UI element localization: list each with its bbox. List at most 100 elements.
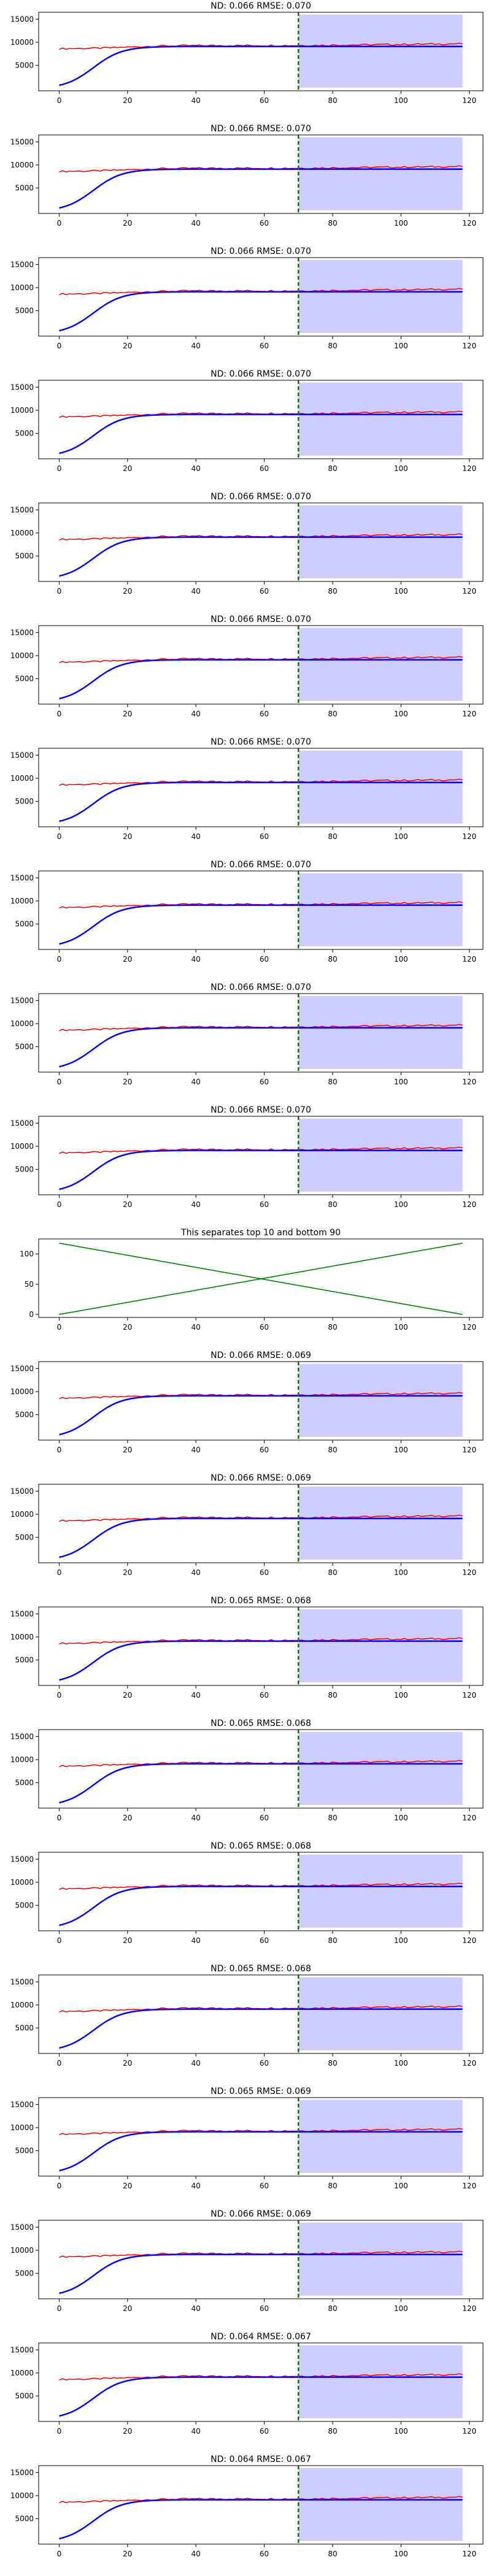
chart-panel-5: ND: 0.066 RMSE: 0.070 0 20 40 60 80 100 120 5000…: [10, 492, 484, 596]
x-tick-label: 60: [260, 1691, 269, 1700]
x-tick-label: 40: [191, 2059, 201, 2068]
x-tick-label: 80: [328, 1936, 337, 1945]
x-tick-label: 60: [260, 2550, 269, 2558]
x-tick-label: 100: [394, 587, 408, 596]
series-line-2: [59, 168, 463, 209]
x-tick-label: 120: [462, 342, 476, 350]
x-tick-label: 20: [123, 219, 132, 228]
x-tick-label: 40: [191, 2427, 201, 2436]
x-tick-label: 0: [57, 2059, 62, 2068]
chart-panel-10: ND: 0.066 RMSE: 0.070 0 20 40 60 80 100 120 5000…: [10, 1105, 484, 1209]
y-tick-label: 10000: [10, 774, 34, 783]
chart-panel-3: ND: 0.066 RMSE: 0.070 0 20 40 60 80 100 120 5000…: [10, 247, 484, 350]
chart-title: ND: 0.065 RMSE: 0.068: [211, 1596, 311, 1606]
chart-title: ND: 0.066 RMSE: 0.070: [211, 737, 311, 747]
plot-frame: [38, 748, 484, 827]
chart-panel-14: ND: 0.065 RMSE: 0.068 0 20 40 60 80 100 120 5000…: [10, 1596, 484, 1700]
chart-title: ND: 0.066 RMSE: 0.070: [211, 1105, 311, 1115]
x-tick-label: 0: [57, 955, 62, 964]
plot-frame: [38, 2465, 484, 2545]
x-tick-label: 80: [328, 1078, 337, 1086]
y-tick-label: 5000: [15, 1779, 34, 1787]
series-line-2: [59, 1640, 463, 1681]
x-tick-label: 120: [462, 1568, 476, 1577]
x-tick-label: 60: [260, 1200, 269, 1209]
y-tick-label: 15000: [10, 505, 34, 514]
x-tick-label: 100: [394, 219, 408, 228]
plot-frame: [38, 1484, 484, 1563]
x-tick-label: 60: [260, 219, 269, 228]
shaded-forecast-region: [298, 382, 463, 456]
x-tick-label: 20: [123, 1568, 132, 1577]
plot-frame: [38, 1361, 484, 1441]
series-line-2: [59, 2008, 463, 2049]
y-tick-label: 10000: [10, 2246, 34, 2255]
x-tick-label: 20: [123, 587, 132, 596]
x-tick-label: 120: [462, 96, 476, 105]
y-tick-label: 5000: [15, 184, 34, 193]
y-tick-label: 5000: [15, 797, 34, 806]
x-tick-label: 120: [462, 955, 476, 964]
x-tick-label: 0: [57, 96, 62, 105]
x-tick-label: 80: [328, 1446, 337, 1454]
x-tick-label: 20: [123, 1814, 132, 1822]
x-tick-label: 0: [57, 2427, 62, 2436]
shaded-forecast-region: [298, 2467, 463, 2541]
chart-title: ND: 0.066 RMSE: 0.070: [211, 860, 311, 870]
y-tick-label: 10000: [10, 38, 34, 47]
x-tick-label: 100: [394, 1691, 408, 1700]
y-tick-label: 15000: [10, 15, 34, 23]
x-tick-label: 80: [328, 96, 337, 105]
x-tick-label: 20: [123, 1691, 132, 1700]
y-tick-label: 50: [25, 1280, 34, 1289]
y-tick-label: 10000: [10, 1019, 34, 1028]
x-tick-label: 120: [462, 1446, 476, 1454]
x-tick-label: 80: [328, 1691, 337, 1700]
chart-panel-11: This separates top 10 and bottom 90 0 20 40…: [20, 1228, 484, 1332]
y-tick-label: 15000: [10, 1855, 34, 1863]
x-tick-label: 120: [462, 1200, 476, 1209]
shaded-forecast-region: [298, 2345, 463, 2418]
y-tick-label: 10000: [10, 2001, 34, 2009]
chart-title: ND: 0.066 RMSE: 0.070: [211, 1, 311, 11]
y-tick-label: 15000: [10, 751, 34, 759]
chart-title: This separates top 10 and bottom 90: [180, 1228, 341, 1238]
x-tick-label: 100: [394, 955, 408, 964]
y-tick-label: 5000: [15, 1043, 34, 1051]
x-tick-label: 120: [462, 2059, 476, 2068]
x-tick-label: 20: [123, 2550, 132, 2558]
y-tick-label: 10000: [10, 1878, 34, 1887]
x-tick-label: 0: [57, 1200, 62, 1209]
y-tick-label: 15000: [10, 1732, 34, 1741]
x-tick-label: 20: [123, 1200, 132, 1209]
chart-panel-18: ND: 0.065 RMSE: 0.069 0 20 40 60 80 100 120 5000…: [10, 2087, 484, 2190]
shaded-forecast-region: [298, 1731, 463, 1805]
x-tick-label: 40: [191, 1814, 201, 1822]
x-tick-label: 100: [394, 1936, 408, 1945]
chart-title: ND: 0.066 RMSE: 0.070: [211, 492, 311, 502]
plot-frame: [38, 257, 484, 337]
shaded-forecast-region: [298, 2222, 463, 2296]
x-tick-label: 100: [394, 96, 408, 105]
y-tick-label: 5000: [15, 675, 34, 683]
shaded-forecast-region: [298, 750, 463, 824]
shaded-forecast-region: [298, 14, 463, 88]
series-line-2: [59, 1763, 463, 1804]
y-tick-label: 5000: [15, 1656, 34, 1665]
x-tick-label: 60: [260, 1323, 269, 1332]
series-line-2: [59, 1149, 463, 1190]
y-tick-label: 5000: [15, 1165, 34, 1174]
series-line-2: [59, 1517, 463, 1558]
series-line-2: [59, 1243, 463, 1315]
y-tick-label: 5000: [15, 2024, 34, 2033]
y-tick-label: 10000: [10, 406, 34, 415]
plot-frame: [38, 134, 484, 214]
y-tick-label: 15000: [10, 260, 34, 269]
x-tick-label: 0: [57, 464, 62, 473]
chart-panel-7: ND: 0.066 RMSE: 0.070 0 20 40 60 80 100 120 5000…: [10, 737, 484, 841]
chart-title: ND: 0.065 RMSE: 0.068: [211, 1841, 311, 1851]
x-tick-label: 20: [123, 2182, 132, 2190]
x-tick-label: 80: [328, 2550, 337, 2558]
plot-frame: [38, 993, 484, 1073]
x-tick-label: 80: [328, 2182, 337, 2190]
